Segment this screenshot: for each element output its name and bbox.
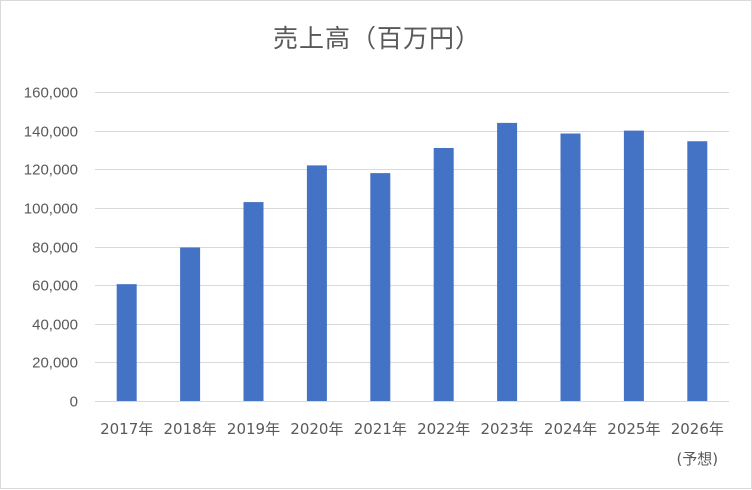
x-category-label: 2020年 xyxy=(290,420,343,438)
x-category-label: 2025年 xyxy=(607,420,660,438)
y-tick-label: 140,000 xyxy=(24,124,78,141)
x-category-label: 2021年 xyxy=(354,420,407,438)
y-tick-label: 60,000 xyxy=(32,278,78,295)
y-tick-label: 160,000 xyxy=(24,85,78,102)
chart-title: 売上高（百万円） xyxy=(272,24,481,53)
x-category-label: 2022年 xyxy=(417,420,470,438)
bar-2017年 xyxy=(116,284,137,401)
x-category-label: 2019年 xyxy=(227,420,280,438)
x-category-label: 2024年 xyxy=(544,420,597,438)
y-tick-label: 0 xyxy=(70,394,78,411)
x-category-label: 2023年 xyxy=(481,420,534,438)
bar-2019年 xyxy=(243,202,264,401)
bar-2026年 xyxy=(687,141,708,401)
x-category-note: (予想) xyxy=(676,450,718,468)
bar-2025年 xyxy=(623,130,644,401)
bar-2020年 xyxy=(306,165,327,401)
y-tick-label: 80,000 xyxy=(32,240,78,257)
y-tick-label: 20,000 xyxy=(32,355,78,372)
y-tick-label: 120,000 xyxy=(24,162,78,179)
bar-2022年 xyxy=(433,148,454,401)
y-tick-label: 100,000 xyxy=(24,201,78,218)
bar-2024年 xyxy=(560,133,581,401)
x-category-label: 2018年 xyxy=(164,420,217,438)
bar-2023年 xyxy=(497,122,518,402)
bar-2021年 xyxy=(370,173,391,401)
x-category-label: 2026年 xyxy=(671,420,724,438)
bar-2018年 xyxy=(180,247,201,401)
y-tick-label: 40,000 xyxy=(32,317,78,334)
x-category-label: 2017年 xyxy=(100,420,153,438)
